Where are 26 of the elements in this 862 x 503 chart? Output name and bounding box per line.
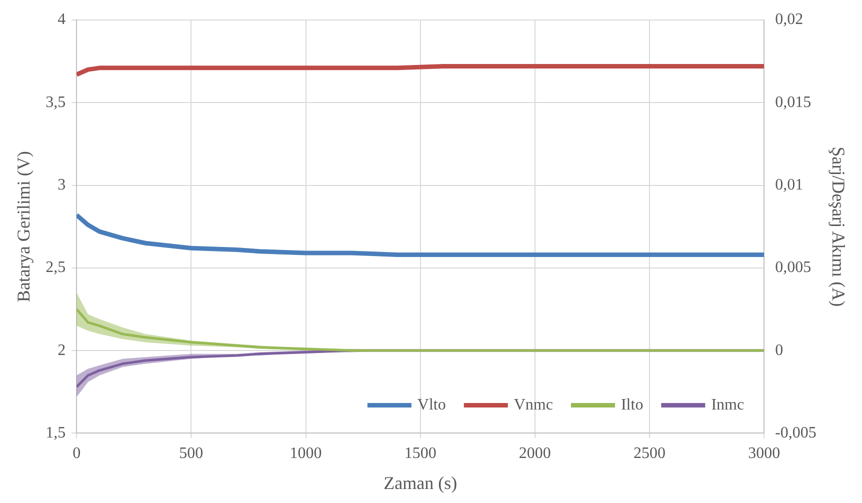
x-tick-label: 1500 bbox=[404, 445, 436, 462]
x-tick-label: 2000 bbox=[518, 445, 551, 462]
y2-axis-title: Şarj/Deşarj Akımı (A) bbox=[828, 146, 848, 307]
y-tick-label: 1,5 bbox=[46, 424, 66, 442]
y-tick-label: 2 bbox=[58, 342, 66, 359]
y-tick-label: 3,5 bbox=[46, 94, 66, 111]
x-tick-label: 3000 bbox=[748, 445, 780, 462]
x-tick-label: 2500 bbox=[633, 445, 666, 462]
legend-label: Vnmc bbox=[514, 396, 553, 414]
y-tick-label: 4 bbox=[58, 11, 66, 28]
x-tick-label: 500 bbox=[179, 445, 204, 462]
y-tick-label: 2,5 bbox=[46, 259, 66, 276]
legend-label: Ilto bbox=[620, 396, 644, 414]
x-axis-title: Zaman (s) bbox=[384, 472, 458, 493]
x-tick-label: 1000 bbox=[290, 445, 322, 462]
y2-tick-label: 0 bbox=[775, 342, 784, 359]
y2-tick-label: 0,01 bbox=[775, 176, 804, 194]
y-axis-title: Batarya Gerilimi (V) bbox=[14, 151, 34, 302]
y-tick-label: 3 bbox=[58, 176, 66, 194]
legend-label: Inmc bbox=[711, 396, 744, 414]
y2-tick-label: 0,015 bbox=[775, 94, 812, 111]
y2-tick-label: -0,005 bbox=[775, 424, 816, 442]
y2-tick-label: 0,005 bbox=[775, 259, 812, 276]
y2-tick-label: 0,02 bbox=[775, 11, 804, 28]
x-tick-label: 0 bbox=[72, 445, 81, 462]
legend-label: Vlto bbox=[417, 396, 446, 414]
